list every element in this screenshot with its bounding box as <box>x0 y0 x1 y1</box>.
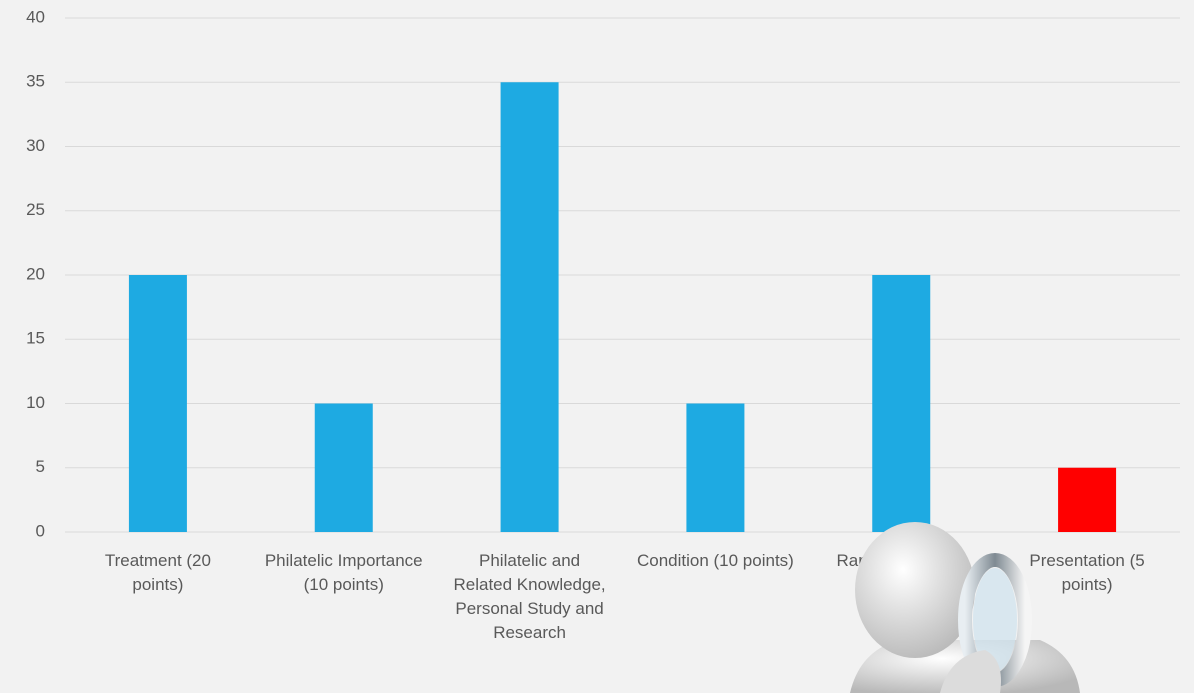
bar <box>1058 467 1117 532</box>
y-tick-label: 15 <box>26 329 45 348</box>
y-tick-label: 10 <box>26 393 45 412</box>
bar <box>314 403 373 532</box>
x-tick-label: Condition (10 points) <box>636 551 794 570</box>
bar <box>686 403 745 532</box>
x-tick-label: Philatelic Importance (10 points) <box>264 551 423 594</box>
y-tick-label: 40 <box>26 7 45 26</box>
bar <box>500 82 559 532</box>
x-tick-label: Philatelic and Related Knowledge, Person… <box>453 551 606 642</box>
magnifier-glass <box>973 568 1017 672</box>
y-tick-label: 0 <box>36 521 45 540</box>
y-tick-label: 20 <box>26 264 45 283</box>
bar <box>872 275 931 532</box>
x-tick-label: Treatment (20 points) <box>104 551 211 594</box>
y-tick-label: 5 <box>36 457 45 476</box>
figure-head <box>855 522 975 658</box>
bar <box>128 275 187 532</box>
y-tick-label: 30 <box>26 136 45 155</box>
y-tick-label: 35 <box>26 72 45 91</box>
figure-hand <box>940 650 1001 693</box>
y-tick-label: 25 <box>26 200 45 219</box>
x-tick-label: Presentation (5 points) <box>1029 551 1145 594</box>
